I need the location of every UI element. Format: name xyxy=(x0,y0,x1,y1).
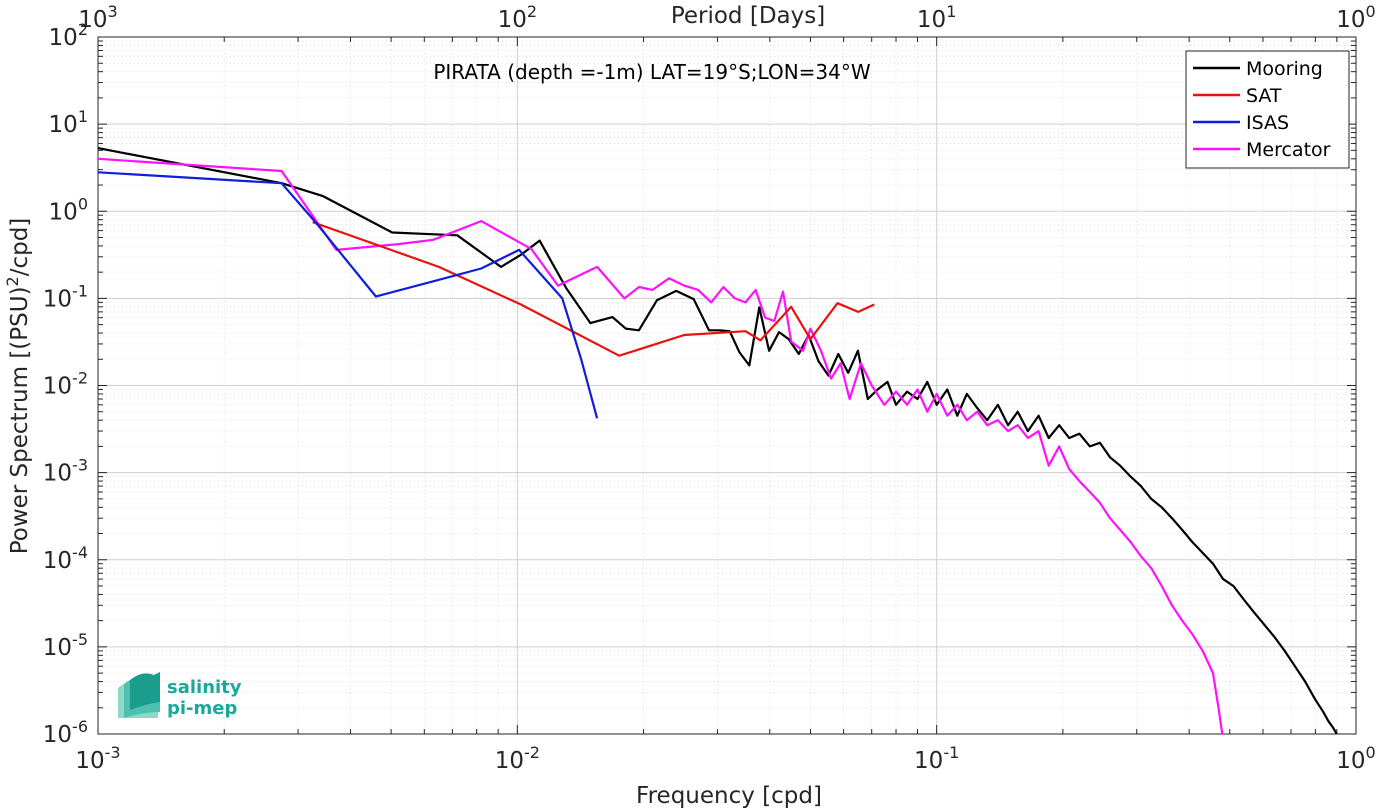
top-tick-label: 102 xyxy=(498,2,537,33)
legend-label-sat: SAT xyxy=(1246,85,1282,107)
y-tick-exponent: -2 xyxy=(72,369,88,388)
y-tick-exponent: -3 xyxy=(72,456,88,475)
x-tick-exponent: -1 xyxy=(943,743,959,762)
x-tick-label: 10-1 xyxy=(914,743,959,774)
x-tick-label: 100 xyxy=(1336,743,1375,774)
y-tick-base: 10 xyxy=(49,199,78,225)
y-axis-title-main: Power Spectrum [(PSU) xyxy=(7,286,33,554)
series-layer xyxy=(97,147,1338,735)
top-tick-base: 10 xyxy=(78,7,107,33)
y-tick-exponent: -1 xyxy=(72,281,88,300)
y-tick-base: 10 xyxy=(43,374,72,400)
y-tick-label: 101 xyxy=(49,107,88,138)
x-tick-base: 10 xyxy=(1336,748,1365,774)
x-tick-label: 10-2 xyxy=(495,743,540,774)
y-tick-base: 10 xyxy=(43,722,72,748)
legend-label-mooring: Mooring xyxy=(1246,58,1323,80)
chart-title: PIRATA (depth =-1m) LAT=19°S;LON=34°W xyxy=(433,60,871,84)
x-tick-base: 10 xyxy=(914,748,943,774)
y-axis-title-end: /cpd] xyxy=(7,218,33,277)
y-tick-base: 10 xyxy=(49,112,78,138)
legend-label-mercator: Mercator xyxy=(1246,139,1331,161)
y-tick-base: 10 xyxy=(43,635,72,661)
y-tick-label: 10-6 xyxy=(43,717,88,748)
legend: Mooring SAT ISAS Mercator xyxy=(1185,50,1350,169)
y-tick-base: 10 xyxy=(43,286,72,312)
top-tick-base: 10 xyxy=(917,7,946,33)
y-tick-exponent: 1 xyxy=(78,107,88,126)
y-tick-label: 10-4 xyxy=(43,543,88,574)
legend-label-isas: ISAS xyxy=(1246,112,1289,134)
series-line-isas xyxy=(97,171,599,419)
x-tick-exponent: -2 xyxy=(524,743,540,762)
series-line-mercator xyxy=(97,157,1224,735)
y-tick-label: 10-2 xyxy=(43,369,88,400)
logo-text-pi-mep: pi-mep xyxy=(167,698,237,719)
series-line-sat xyxy=(312,221,875,357)
y-axis-title-superscript: 2 xyxy=(3,276,22,286)
top-tick-label: 100 xyxy=(1336,2,1375,33)
top-tick-exponent: 1 xyxy=(946,2,956,21)
y-tick-label: 10-1 xyxy=(43,281,88,312)
series-line-mooring xyxy=(97,147,1338,735)
top-tick-exponent: 2 xyxy=(527,2,537,21)
logo-text-salinity: salinity xyxy=(167,677,242,698)
x-tick-exponent: -3 xyxy=(105,743,121,762)
y-tick-label: 100 xyxy=(49,194,88,225)
y-tick-label: 10-5 xyxy=(43,630,88,661)
top-tick-base: 10 xyxy=(498,7,527,33)
top-tick-label: 103 xyxy=(78,2,117,33)
y-tick-exponent: 2 xyxy=(78,20,88,39)
y-tick-exponent: -4 xyxy=(72,543,88,562)
top-tick-exponent: 3 xyxy=(108,2,118,21)
x-axis-title: Frequency [cpd] xyxy=(636,783,822,809)
x-tick-base: 10 xyxy=(495,748,524,774)
salinity-pi-mep-logo: salinity pi-mep xyxy=(118,672,242,719)
x-tick-base: 10 xyxy=(75,748,104,774)
x-tick-label: 10-3 xyxy=(75,743,120,774)
x-tick-exponent: 0 xyxy=(1366,743,1376,762)
top-tick-exponent: 0 xyxy=(1366,2,1376,21)
y-tick-exponent: -5 xyxy=(72,630,88,649)
y-axis-title: Power Spectrum [(PSU)2/cpd] xyxy=(3,218,33,555)
y-tick-exponent: -6 xyxy=(72,717,88,736)
y-tick-label: 10-3 xyxy=(43,456,88,487)
top-tick-label: 101 xyxy=(917,2,956,33)
top-tick-base: 10 xyxy=(1336,7,1365,33)
y-tick-base: 10 xyxy=(49,25,78,51)
axis-ticks xyxy=(97,36,1357,735)
y-tick-base: 10 xyxy=(43,548,72,574)
y-tick-exponent: 0 xyxy=(78,194,88,213)
y-tick-base: 10 xyxy=(43,461,72,487)
logo-waves-icon xyxy=(118,672,160,718)
top-axis-title: Period [Days] xyxy=(671,3,825,29)
y-tick-label: 102 xyxy=(49,20,88,51)
